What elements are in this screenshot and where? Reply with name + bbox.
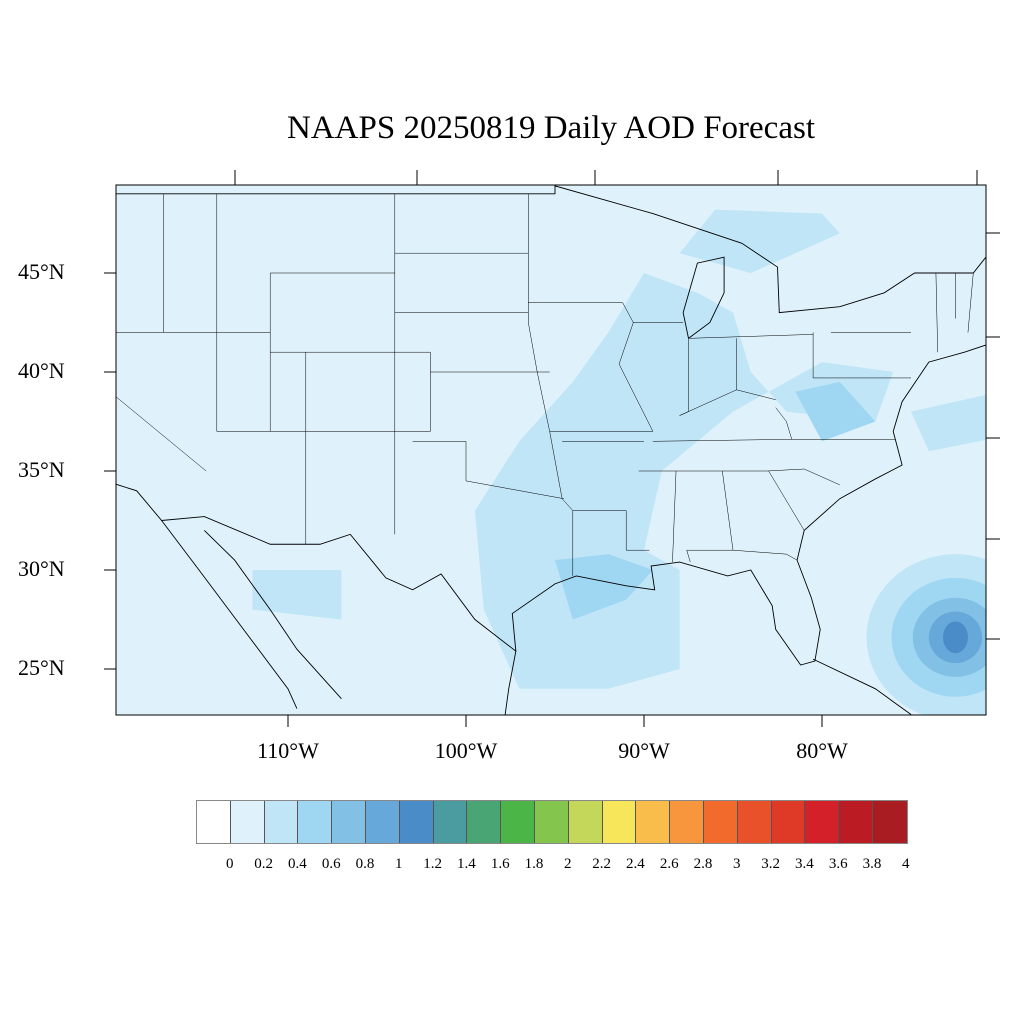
state-border — [618, 322, 654, 432]
colorbar-label: 2.6 — [659, 856, 679, 872]
colorbar-label: 4 — [902, 856, 910, 872]
plume-mexico — [252, 570, 342, 620]
lon-label-90w: 90°W — [618, 738, 670, 763]
coastlines-and-borders — [116, 185, 986, 715]
colorbar-label: 1.2 — [423, 856, 442, 872]
plume-virginia — [795, 381, 876, 442]
colorbar-label: 1.6 — [490, 856, 510, 872]
colorbar-label: 1.8 — [524, 856, 544, 872]
colorbar-swatch — [332, 801, 366, 843]
axis-ticks — [104, 170, 1000, 727]
lat-label-30n: 30°N — [18, 556, 65, 581]
mexico-gulf-coast — [504, 651, 517, 715]
state-border — [812, 332, 911, 379]
state-border — [768, 470, 805, 531]
colorbar-swatch — [568, 801, 603, 843]
state-border — [967, 272, 974, 333]
colorbar-label: 3 — [733, 856, 741, 872]
colorbar — [196, 800, 908, 844]
state-border — [679, 389, 776, 416]
state-border — [270, 351, 431, 432]
state-border — [732, 549, 798, 561]
colorbar-swatch — [298, 801, 333, 843]
lon-label-80w: 80°W — [796, 738, 848, 763]
colorbar-swatch — [839, 801, 873, 843]
lat-label-45n: 45°N — [18, 259, 65, 284]
colorbar-label: 2.2 — [592, 856, 611, 872]
colorbar-label: 3.8 — [862, 856, 882, 872]
lat-label-40n: 40°N — [18, 358, 65, 383]
state-border — [686, 470, 734, 563]
mexico-pacific-coast — [161, 520, 298, 709]
colorbar-label: 0.8 — [355, 856, 375, 872]
map-frame — [115, 184, 987, 716]
state-border — [625, 510, 650, 551]
colorbar-swatch — [670, 801, 704, 843]
plume-ontario — [679, 209, 840, 273]
colorbar-swatch — [771, 801, 806, 843]
colorbar-label: 0.6 — [321, 856, 341, 872]
bahamas — [812, 658, 912, 715]
aod-plumes — [252, 209, 986, 715]
state-border — [745, 468, 840, 486]
lat-label-35n: 35°N — [18, 457, 65, 482]
plume-louisiana — [555, 554, 653, 620]
colorbar-swatch — [365, 801, 400, 843]
colorbar-swatch — [399, 801, 434, 843]
state-border — [672, 470, 677, 563]
state-border — [688, 334, 814, 339]
lat-label-25n: 25°N — [18, 655, 65, 680]
state-border — [216, 332, 431, 432]
colorbar-label: 3.4 — [795, 856, 814, 872]
state-border — [116, 396, 207, 472]
colorbar-swatch — [467, 801, 502, 843]
colorbar-label: 1 — [395, 856, 403, 872]
colorbar-swatch — [501, 801, 535, 843]
colorbar-label: 1.4 — [457, 856, 476, 872]
colorbar-label: 0 — [226, 856, 234, 872]
colorbar-label: 0.2 — [254, 856, 273, 872]
lon-label-100w: 100°W — [434, 738, 498, 763]
colorbar-label: 3.6 — [828, 856, 848, 872]
state-border — [775, 407, 792, 440]
colorbar-label: 2.4 — [626, 856, 645, 872]
colorbar-swatch — [872, 801, 907, 843]
colorbar-swatch — [805, 801, 840, 843]
chart-title: NAAPS 20250819 Daily AOD Forecast — [287, 110, 815, 146]
colorbar-swatch — [636, 801, 671, 843]
plume-atlantic-hotspot-ring — [943, 621, 968, 654]
state-border — [935, 272, 938, 353]
colorbar-swatch — [230, 801, 265, 843]
gulf-of-california-coast — [204, 530, 342, 700]
us-coastline — [116, 344, 986, 666]
canada-border — [116, 185, 986, 314]
colorbar-label: 2.8 — [693, 856, 713, 872]
colorbar-label: 2 — [564, 856, 572, 872]
lon-label-110w: 110°W — [257, 738, 319, 763]
state-border — [412, 441, 564, 499]
plume-atlantic-band — [911, 394, 986, 452]
colorbar-swatch — [703, 801, 738, 843]
lake-michigan — [682, 256, 725, 339]
colorbar-swatch — [197, 801, 231, 843]
colorbar-label: 0.4 — [288, 856, 307, 872]
colorbar-swatch — [737, 801, 772, 843]
colorbar-swatch — [433, 801, 468, 843]
colorbar-swatch — [534, 801, 569, 843]
colorbar-label: 3.2 — [761, 856, 780, 872]
colorbar-swatch — [264, 801, 299, 843]
colorbar-swatch — [602, 801, 637, 843]
